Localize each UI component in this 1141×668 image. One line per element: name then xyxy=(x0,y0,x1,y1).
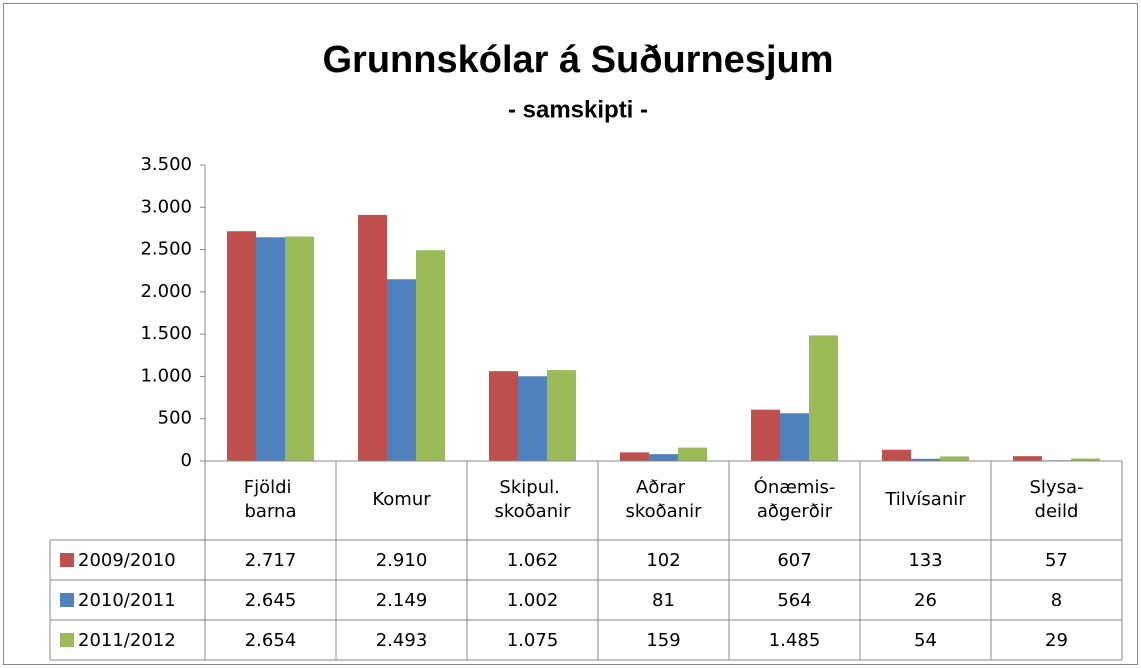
bar xyxy=(678,447,707,461)
legend-label: 2009/2010 xyxy=(78,550,176,571)
bar xyxy=(489,371,518,461)
bar xyxy=(911,458,940,461)
chart-subtitle: - samskipti - xyxy=(508,96,648,123)
legend-swatch xyxy=(60,593,74,607)
legend-label: 2011/2012 xyxy=(78,630,176,651)
table-value: 81 xyxy=(652,590,675,611)
table-value: 607 xyxy=(777,550,811,571)
table-value: 159 xyxy=(646,630,680,651)
table-value: 1.062 xyxy=(507,550,559,571)
y-tick-label: 2.000 xyxy=(140,281,192,302)
legend-label: 2010/2011 xyxy=(78,590,176,611)
bar xyxy=(1071,458,1100,461)
y-tick-label: 3.000 xyxy=(140,196,192,217)
chart-border xyxy=(3,3,1138,665)
bar xyxy=(882,449,911,461)
bar xyxy=(358,214,387,461)
bar xyxy=(1013,456,1042,461)
y-tick-label: 1.500 xyxy=(140,323,192,344)
table-value: 1.485 xyxy=(769,630,821,651)
table-value: 2.493 xyxy=(376,630,428,651)
bar xyxy=(751,409,780,461)
bar xyxy=(387,279,416,461)
table-value: 2.149 xyxy=(376,590,428,611)
bar xyxy=(256,237,285,461)
table-value: 2.654 xyxy=(245,630,297,651)
x-tick-label: Komur xyxy=(372,489,431,510)
table-value: 102 xyxy=(646,550,680,571)
x-tick-label: Ónæmis-aðgerðir xyxy=(754,476,836,522)
table-value: 2.645 xyxy=(245,590,297,611)
x-tick-label: Slysa-deild xyxy=(1030,477,1084,522)
y-tick-label: 2.500 xyxy=(140,239,192,260)
table-value: 1.075 xyxy=(507,630,559,651)
y-tick-label: 3.500 xyxy=(140,154,192,175)
table-value: 8 xyxy=(1051,590,1062,611)
bar xyxy=(620,452,649,461)
table-value: 564 xyxy=(777,590,811,611)
table-value: 2.717 xyxy=(245,550,297,571)
table-value: 26 xyxy=(914,590,937,611)
y-tick-label: 500 xyxy=(158,408,192,429)
chart-title: Grunnskólar á Suðurnesjum xyxy=(323,39,834,81)
bar xyxy=(940,456,969,461)
legend-swatch xyxy=(60,633,74,647)
x-tick-label: Tilvísanir xyxy=(884,489,966,510)
y-tick-label: 1.000 xyxy=(140,365,192,386)
table-value: 29 xyxy=(1045,630,1068,651)
x-tick-label: Fjöldi barna xyxy=(244,477,298,522)
bar xyxy=(809,335,838,461)
table-value: 2.910 xyxy=(376,550,428,571)
table-value: 54 xyxy=(914,630,937,651)
bar xyxy=(416,250,445,461)
table-value: 133 xyxy=(908,550,942,571)
bar xyxy=(547,370,576,461)
y-tick-label: 0 xyxy=(181,450,192,471)
bar xyxy=(518,376,547,461)
table-value: 1.002 xyxy=(507,590,559,611)
x-tick-label: Aðrar skoðanir xyxy=(625,477,702,522)
bar xyxy=(285,236,314,461)
bar xyxy=(649,454,678,461)
x-tick-label: Skipul. skoðanir xyxy=(494,477,571,522)
legend-swatch xyxy=(60,553,74,567)
bar xyxy=(780,413,809,461)
bar xyxy=(227,231,256,461)
table-value: 57 xyxy=(1045,550,1068,571)
